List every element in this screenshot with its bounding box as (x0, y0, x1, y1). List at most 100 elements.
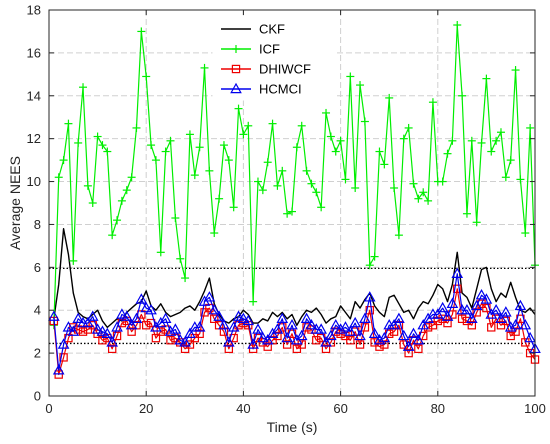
data-point-hcmci (461, 303, 473, 315)
data-point-hcmci (48, 310, 60, 321)
data-point-icf (317, 203, 326, 212)
data-point-hcmci (218, 319, 230, 330)
data-point-hcmci (203, 291, 216, 302)
data-point-hcmci (213, 310, 225, 321)
data-point-icf (312, 188, 321, 197)
data-point-dhiwcf (258, 338, 268, 347)
data-point-icf (394, 231, 403, 240)
data-point-icf (283, 209, 292, 218)
data-point-dhiwcf (453, 284, 462, 293)
data-point-hcmci (232, 310, 245, 321)
data-point-hcmci (378, 331, 391, 343)
data-point-icf (229, 203, 238, 212)
data-point-icf (190, 171, 199, 180)
data-point-dhiwcf (180, 344, 190, 354)
legend-box (212, 15, 337, 101)
data-point-icf (195, 143, 204, 152)
series-line-icf (53, 24, 536, 326)
data-point-hcmci (514, 299, 527, 311)
data-point-hcmci (135, 293, 148, 304)
data-point-icf (356, 81, 365, 90)
data-point-icf (69, 256, 78, 265)
data-point-hcmci (519, 319, 532, 330)
data-point-dhiwcf (462, 316, 472, 326)
y-tick-label: 8 (34, 217, 41, 232)
data-point-icf (74, 138, 83, 147)
data-point-dhiwcf (156, 327, 165, 336)
data-point-icf (103, 147, 112, 156)
data-point-icf (117, 196, 126, 205)
data-point-icf (108, 231, 117, 240)
data-point-icf (409, 179, 418, 188)
data-point-icf (171, 214, 180, 223)
y-tick-label: 2 (34, 346, 41, 361)
data-point-hcmci (315, 323, 327, 334)
data-point-dhiwcf (151, 333, 161, 343)
data-point-icf (239, 130, 248, 139)
y-tick-label: 0 (34, 389, 41, 404)
data-point-hcmci (451, 267, 464, 278)
data-point-icf (346, 72, 355, 81)
data-point-icf (526, 123, 535, 132)
legend-item-hcmci: HCMCI (221, 82, 302, 97)
data-point-icf (341, 175, 350, 184)
data-point-icf (132, 123, 141, 132)
data-point-dhiwcf (210, 314, 219, 324)
data-point-hcmci (252, 323, 264, 334)
series-hcmci (48, 267, 541, 375)
data-point-icf (79, 83, 88, 92)
data-point-icf (351, 183, 360, 192)
data-point-dhiwcf (487, 323, 496, 332)
data-point-dhiwcf (297, 340, 306, 349)
data-point-hcmci (470, 299, 483, 311)
legend-marker-dhiwcf (231, 64, 241, 74)
data-point-icf (64, 119, 73, 128)
data-point-hcmci (276, 312, 289, 323)
data-point-icf (288, 207, 296, 216)
data-point-dhiwcf (365, 306, 374, 315)
data-point-icf (336, 136, 345, 145)
data-point-hcmci (130, 312, 143, 323)
data-point-hcmci (441, 310, 454, 321)
data-point-dhiwcf (360, 323, 370, 332)
data-point-icf (88, 199, 97, 207)
data-point-hcmci (339, 321, 352, 332)
data-point-hcmci (86, 310, 99, 321)
data-point-dhiwcf (273, 331, 282, 341)
data-point-icf (278, 166, 287, 175)
data-point-hcmci (524, 331, 536, 343)
series-ckf (53, 228, 536, 329)
data-point-dhiwcf (370, 338, 379, 347)
legend-label-icf: ICF (259, 42, 280, 57)
data-point-hcmci (159, 312, 172, 323)
data-point-hcmci (52, 364, 65, 375)
data-point-icf (122, 186, 131, 195)
y-tick-label: 18 (27, 3, 41, 18)
data-point-icf (98, 141, 107, 150)
data-point-hcmci (72, 312, 84, 323)
data-point-hcmci (247, 338, 259, 349)
data-point-dhiwcf (190, 333, 199, 343)
data-point-dhiwcf (292, 344, 302, 354)
data-point-icf (224, 156, 233, 165)
data-point-icf (462, 209, 471, 218)
data-point-dhiwcf (312, 336, 321, 345)
legend-item-ckf: CKF (221, 22, 285, 37)
data-point-hcmci (504, 321, 517, 332)
data-point-hcmci (145, 303, 157, 315)
legend-label-ckf: CKF (259, 22, 285, 37)
data-point-dhiwcf (414, 344, 423, 354)
data-point-hcmci (101, 327, 114, 339)
data-point-hcmci (82, 316, 94, 328)
data-point-icf (385, 93, 394, 102)
tick-layer: 0 20 40 60 80 100 0 2 4 6 8 10 12 14 16 18 (27, 3, 546, 417)
data-point-hcmci (363, 291, 376, 302)
data-point-hcmci (320, 336, 332, 347)
x-tick-label: 60 (333, 401, 347, 416)
data-point-dhiwcf (380, 340, 389, 349)
data-point-hcmci (446, 297, 459, 308)
data-point-icf (404, 123, 413, 132)
data-point-icf (83, 181, 92, 190)
data-point-icf (147, 141, 156, 150)
